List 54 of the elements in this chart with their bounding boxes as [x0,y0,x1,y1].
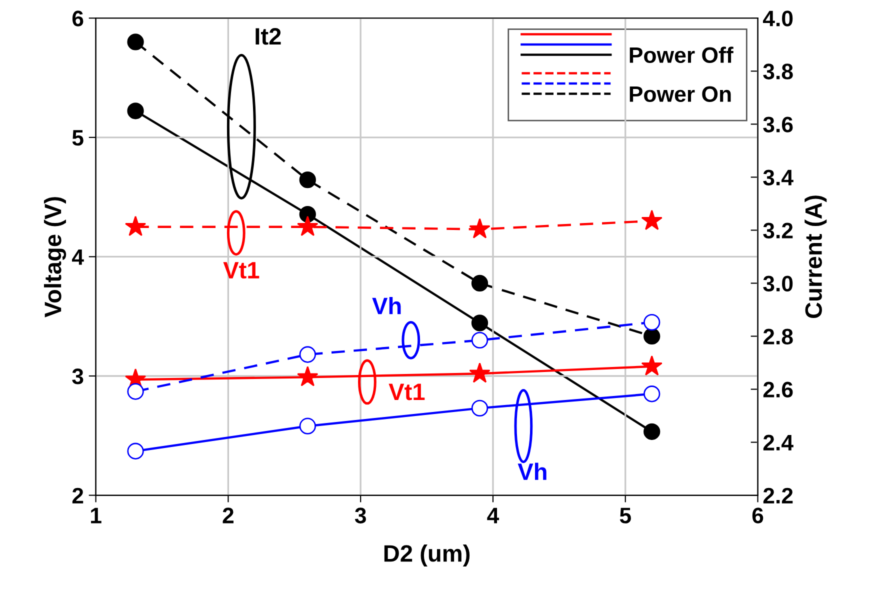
y2-tick-label: 3.2 [763,222,793,238]
point [644,328,660,345]
point [297,216,318,236]
y-tick-label: 6 [72,10,84,26]
y-tick-label: 3 [72,368,84,384]
x-tick-label: 1 [91,508,102,524]
y2-tick-label: 2.4 [763,434,794,450]
point [641,355,662,376]
point [127,383,144,400]
y2-tick-label: 2.2 [763,488,793,504]
y2-tick-label: 3.4 [763,170,794,186]
point [641,210,662,230]
y2-axis-title: Current (A) [804,196,827,318]
point [644,386,660,402]
point [299,171,316,188]
point [124,216,146,236]
point [299,346,316,363]
y2-tick-label: 3.0 [763,276,793,292]
annotation: Vh [372,296,401,314]
legend-label: Power Off [630,46,734,64]
point [471,274,488,292]
y2-tick-label: 4.0 [762,10,793,26]
y2-tick-label: 2.6 [763,382,793,398]
y-tick-label: 4 [72,249,84,265]
y2-tick-label: 3.6 [763,116,793,132]
point [644,314,660,331]
y2-tick-label: 3.8 [763,64,793,80]
point [299,206,316,223]
annotation: Vh [518,462,546,480]
point [297,366,318,386]
point [471,400,488,417]
x-tick-label: 5 [620,508,631,524]
x-tick-label: 3 [354,508,366,524]
annotation: It2 [256,28,281,45]
point [471,314,488,332]
point [471,332,488,349]
annotation: Vt1 [223,262,260,279]
point [469,218,490,238]
legend-label: Power On [630,86,731,102]
y2-tick-label: 2.8 [763,328,793,344]
point [469,362,490,383]
x-tick-label: 4 [487,508,500,524]
point [299,418,316,434]
x-tick-label: 6 [752,508,764,524]
annotation: Vt1 [388,384,425,400]
x-tick-label: 2 [222,508,234,524]
point [127,34,144,50]
x-axis-title: D2 (um) [384,544,470,566]
y-tick-label: 5 [72,130,84,146]
point [127,102,144,120]
y-tick-label: 2 [72,488,84,504]
point [644,423,660,440]
point [127,442,144,460]
y-axis-title: Voltage (V) [44,197,66,318]
